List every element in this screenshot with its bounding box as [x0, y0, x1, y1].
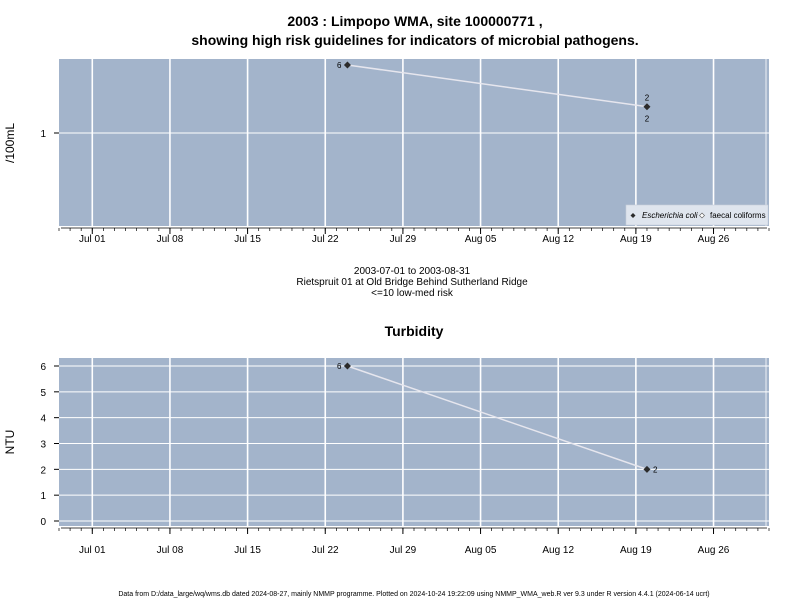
site-description: Rietspruit 01 at Old Bridge Behind Suthe…: [296, 277, 528, 288]
risk-note: <=10 low-med risk: [371, 288, 454, 299]
data-point: [643, 465, 651, 473]
x-tick-label: Jul 22: [312, 545, 339, 556]
ecoli-panel: 1/100mL Jul 01 Jul 08 Jul 15 Jul 22 Jul 29 Aug…: [3, 59, 770, 245]
y-axis-label: NTU: [3, 430, 17, 455]
x-tick-label: Jul 01: [79, 545, 106, 556]
y-tick-label: 5: [40, 388, 46, 399]
y-tick-label: 1: [40, 491, 46, 502]
x-tick-label: Jul 22: [312, 234, 339, 245]
footer-note: Data from D:/data_large/wq/wms.db dated …: [118, 591, 709, 598]
y-tick-label: 6: [40, 362, 46, 373]
data-point: [643, 103, 651, 111]
plot-area: [59, 358, 769, 526]
legend-marker-ecoli: [630, 213, 636, 218]
y-tick-label: 4: [40, 414, 46, 425]
legend-marker-faecal: [699, 212, 705, 219]
x-tick-label: Jul 15: [234, 545, 261, 556]
data-label: 2: [645, 115, 650, 124]
data-label-extra: 2: [645, 94, 650, 103]
y-axis-label: /100mL: [3, 123, 17, 163]
series-line: [347, 64, 648, 108]
x-tick-label: Jul 15: [234, 234, 261, 245]
data-label: 6: [337, 362, 342, 371]
x-tick-label: Aug 05: [465, 545, 497, 556]
turbidity-title: Turbidity: [385, 323, 444, 339]
data-label: 2: [653, 465, 658, 474]
x-tick-label: Aug 26: [698, 234, 730, 245]
x-tick-label: Jul 29: [390, 545, 417, 556]
data-point: [343, 61, 351, 69]
x-tick-label: Aug 19: [620, 545, 652, 556]
x-tick-label: Aug 12: [542, 234, 574, 245]
x-tick-label: Jul 08: [157, 234, 184, 245]
series-line: [347, 365, 648, 471]
x-tick-label: Jul 01: [79, 234, 106, 245]
y-tick-label: 3: [40, 440, 46, 451]
x-tick-label: Jul 29: [390, 234, 417, 245]
date-range-label: 2003-07-01 to 2003-08-31: [354, 266, 471, 277]
legend-box: [625, 204, 769, 226]
x-tick-label: Jul 08: [157, 545, 184, 556]
data-label: 6: [337, 61, 342, 70]
turbidity-panel: 0 1 2 3 4 5 6 NTU Jul 01 Jul 08 Jul 15 Jul 22 Jul 29…: [3, 358, 770, 556]
chart-title-line2: showing high risk guidelines for indicat…: [191, 32, 638, 48]
y-tick-label: 2: [40, 465, 46, 476]
x-tick-label: Aug 05: [465, 234, 497, 245]
x-tick-label: Aug 19: [620, 234, 652, 245]
y-tick-label: 1: [40, 129, 46, 140]
y-tick-label: 0: [40, 517, 46, 528]
legend-label-ecoli: Escherichia coli: [642, 211, 698, 220]
chart-title-line1: 2003 : Limpopo WMA, site 100000771 ,: [287, 13, 542, 29]
plot-area: [59, 59, 769, 226]
data-point: [343, 362, 351, 370]
x-tick-label: Aug 12: [542, 545, 574, 556]
x-tick-label: Aug 26: [698, 545, 730, 556]
legend-label-faecal: faecal coliforms: [710, 211, 766, 220]
